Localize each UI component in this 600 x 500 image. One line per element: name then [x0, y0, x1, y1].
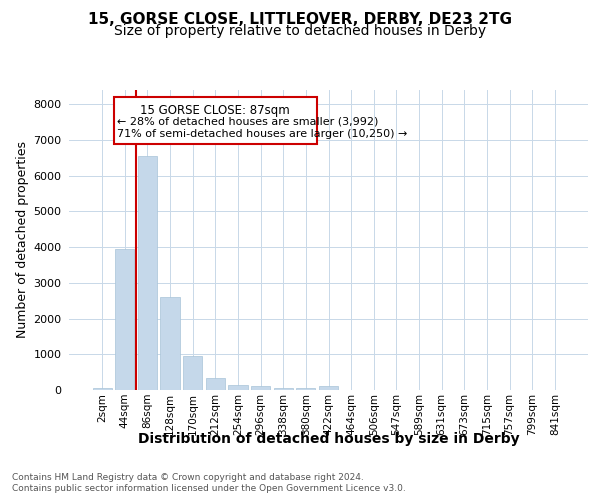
- Bar: [229, 386, 248, 390]
- Text: 15 GORSE CLOSE: 87sqm: 15 GORSE CLOSE: 87sqm: [140, 104, 290, 117]
- Y-axis label: Number of detached properties: Number of detached properties: [16, 142, 29, 338]
- Bar: [183, 356, 202, 390]
- Text: 71% of semi-detached houses are larger (10,250) →: 71% of semi-detached houses are larger (…: [117, 130, 407, 140]
- Bar: [296, 388, 316, 390]
- FancyBboxPatch shape: [113, 97, 317, 144]
- Bar: [160, 297, 180, 390]
- Text: Size of property relative to detached houses in Derby: Size of property relative to detached ho…: [114, 24, 486, 38]
- Bar: [138, 156, 157, 390]
- Text: 15, GORSE CLOSE, LITTLEOVER, DERBY, DE23 2TG: 15, GORSE CLOSE, LITTLEOVER, DERBY, DE23…: [88, 12, 512, 28]
- Bar: [319, 386, 338, 390]
- Bar: [206, 378, 225, 390]
- Text: ← 28% of detached houses are smaller (3,992): ← 28% of detached houses are smaller (3,…: [117, 117, 378, 127]
- Bar: [92, 388, 112, 390]
- Bar: [115, 249, 134, 390]
- Bar: [274, 388, 293, 390]
- Text: Distribution of detached houses by size in Derby: Distribution of detached houses by size …: [138, 432, 520, 446]
- Text: Contains HM Land Registry data © Crown copyright and database right 2024.: Contains HM Land Registry data © Crown c…: [12, 472, 364, 482]
- Text: Contains public sector information licensed under the Open Government Licence v3: Contains public sector information licen…: [12, 484, 406, 493]
- Bar: [251, 386, 270, 390]
